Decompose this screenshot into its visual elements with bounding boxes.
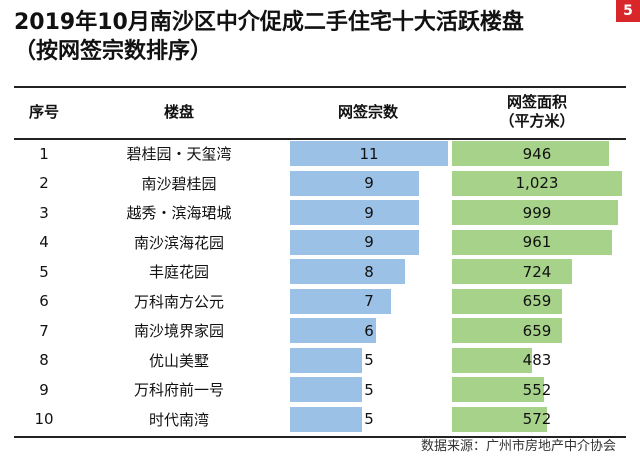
area-value-label: 483 bbox=[522, 351, 552, 369]
count-value-label: 8 bbox=[364, 262, 374, 281]
row-rank: 6 bbox=[39, 292, 49, 310]
column-header-count: 网签宗数 bbox=[337, 102, 398, 121]
column-header-rank: 序号 bbox=[28, 102, 59, 121]
area-bar bbox=[452, 377, 544, 402]
count-value-label: 9 bbox=[364, 233, 374, 251]
count-bar bbox=[290, 318, 377, 343]
count-bar bbox=[290, 200, 420, 225]
row-project-name: 万科南方公元 bbox=[133, 292, 224, 311]
column-header-area-line-2: （平方米） bbox=[499, 112, 575, 130]
area-value-label: 999 bbox=[522, 203, 552, 222]
count-bar bbox=[290, 259, 405, 284]
area-value-label: 961 bbox=[522, 233, 552, 251]
area-bar bbox=[452, 347, 533, 373]
row-rank: 3 bbox=[39, 203, 49, 222]
row-rank: 1 bbox=[39, 144, 49, 163]
count-bar bbox=[290, 170, 420, 196]
data-source-note: 数据来源：广州市房地产中介协会 bbox=[420, 439, 616, 454]
area-bar bbox=[452, 141, 610, 166]
area-value-label: 552 bbox=[522, 380, 552, 399]
area-bar bbox=[452, 406, 548, 432]
area-value-label: 572 bbox=[522, 410, 552, 428]
row-project-name: 时代南湾 bbox=[148, 410, 209, 429]
count-bar bbox=[290, 406, 362, 432]
row-project-name: 丰庭花园 bbox=[148, 263, 209, 281]
row-rank: 7 bbox=[39, 321, 49, 340]
row-project-name: 南沙滨海花园 bbox=[133, 233, 224, 252]
count-value-label: 9 bbox=[364, 203, 374, 222]
count-bar bbox=[290, 229, 420, 255]
row-rank: 4 bbox=[39, 233, 49, 251]
area-bar bbox=[452, 200, 618, 225]
count-value-label: 6 bbox=[364, 321, 374, 340]
count-value-label: 11 bbox=[359, 144, 379, 163]
ranking-table: 序号 楼盘 网签宗数 网签面积 （平方米） 1 碧桂园・天玺湾 11 946 2 南沙碧桂… bbox=[14, 86, 626, 438]
area-bar bbox=[452, 170, 622, 196]
row-project-name: 碧桂园・天玺湾 bbox=[126, 145, 232, 163]
area-bar bbox=[452, 288, 562, 314]
chart-title: 2019年10月南沙区中介促成二手住宅十大活跃楼盘 （按网签宗数排序） bbox=[14, 8, 594, 66]
top-rule bbox=[14, 86, 626, 88]
column-header-area-line-1: 网签面积 bbox=[506, 93, 567, 111]
count-bar bbox=[290, 288, 391, 314]
bottom-rule bbox=[14, 436, 626, 438]
area-bar bbox=[452, 229, 612, 255]
count-bar bbox=[290, 377, 362, 402]
count-value-label: 9 bbox=[364, 174, 374, 192]
title-line-1: 2019年10月南沙区中介促成二手住宅十大活跃楼盘 bbox=[14, 10, 524, 35]
row-project-name: 南沙碧桂园 bbox=[141, 174, 217, 193]
area-value-label: 659 bbox=[522, 321, 552, 340]
title-line-2: （按网签宗数排序） bbox=[14, 39, 213, 64]
area-value-label: 724 bbox=[522, 262, 552, 281]
page-number-badge: 5 bbox=[616, 0, 640, 22]
row-rank: 8 bbox=[39, 351, 49, 369]
row-rank: 9 bbox=[39, 380, 49, 399]
header-rule bbox=[14, 138, 626, 140]
count-bar bbox=[290, 347, 362, 373]
column-header-area: 网签面积 （平方米） bbox=[452, 86, 622, 138]
area-value-label: 946 bbox=[522, 144, 552, 163]
row-rank: 10 bbox=[34, 410, 54, 428]
row-project-name: 优山美墅 bbox=[148, 351, 209, 370]
area-value-label: 1,023 bbox=[515, 174, 559, 192]
count-bar bbox=[290, 141, 448, 166]
area-value-label: 659 bbox=[522, 292, 552, 310]
count-value-label: 5 bbox=[364, 410, 374, 428]
area-bar bbox=[452, 318, 562, 343]
count-value-label: 5 bbox=[364, 380, 374, 399]
column-header-project: 楼盘 bbox=[163, 102, 194, 121]
row-project-name: 越秀・滨海珺城 bbox=[126, 204, 232, 222]
row-project-name: 万科府前一号 bbox=[133, 381, 224, 399]
row-project-name: 南沙境界家园 bbox=[133, 322, 224, 340]
count-value-label: 7 bbox=[364, 292, 374, 310]
row-rank: 2 bbox=[39, 174, 49, 192]
area-bar bbox=[452, 259, 573, 284]
row-rank: 5 bbox=[39, 262, 49, 281]
count-value-label: 5 bbox=[364, 351, 374, 369]
